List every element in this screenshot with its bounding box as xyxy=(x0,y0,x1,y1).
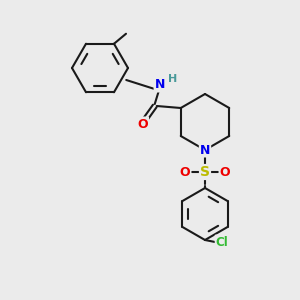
Text: N: N xyxy=(200,143,210,157)
Text: O: O xyxy=(180,166,190,178)
Text: H: H xyxy=(168,74,177,84)
Text: O: O xyxy=(220,166,230,178)
Text: N: N xyxy=(154,79,165,92)
Text: S: S xyxy=(200,165,210,179)
Text: Cl: Cl xyxy=(216,236,228,248)
Text: O: O xyxy=(137,118,148,130)
